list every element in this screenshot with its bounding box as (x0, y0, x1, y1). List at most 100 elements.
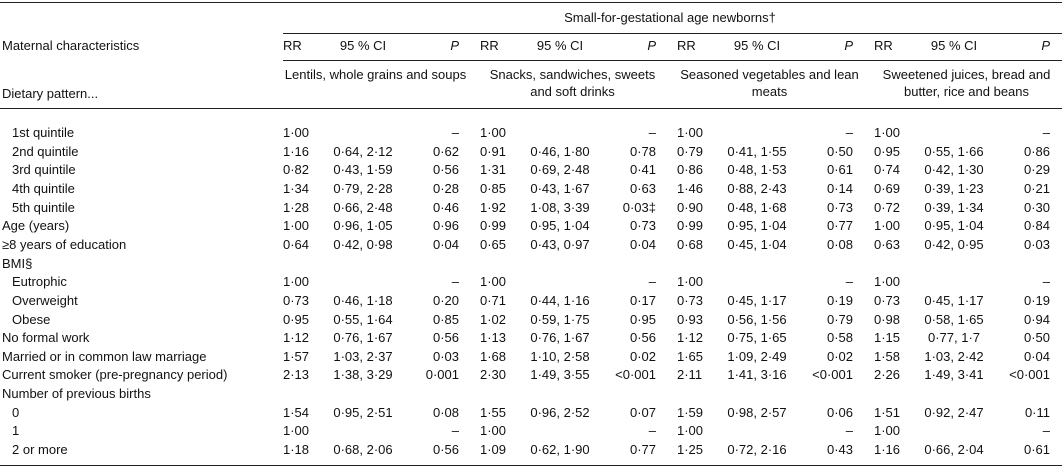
row-label: Number of previous births (2, 386, 151, 402)
cell: 0·42, 0·95 (924, 236, 984, 252)
sub-label: Dietary pattern... (2, 86, 99, 101)
row-label: Obese (12, 311, 51, 327)
cell: – (845, 125, 853, 140)
cell: 1·12 (677, 330, 704, 346)
cell: 0·92, 2·47 (924, 404, 984, 420)
cell: 0·11 (1024, 404, 1050, 420)
pattern-name: Lentils, whole grains and soups (284, 67, 467, 82)
cell: 0·61 (826, 162, 853, 178)
cell: 0·44, 1·16 (530, 292, 590, 308)
cell: 1·58 (874, 348, 901, 364)
cell: 0·64 (283, 236, 310, 252)
pattern-name: Snacks, sandwiches, sweets and soft drin… (489, 67, 656, 99)
cell: 1·16 (283, 143, 310, 159)
cell: 0·45, 1·17 (727, 292, 787, 308)
cell: 1·00 (677, 423, 704, 439)
cell: 1·16 (874, 442, 901, 458)
row-label: Married or in common law marriage (2, 348, 207, 364)
rule (0, 2, 1062, 3)
cell: 0·43, 1·59 (333, 162, 393, 178)
cell: 0·66, 2·04 (924, 442, 984, 458)
row-label: 2nd quintile (12, 143, 79, 159)
column-header: P (647, 38, 656, 53)
row-label: Age (years) (2, 218, 70, 234)
cell: – (1042, 423, 1050, 439)
cell: 1·10, 2·58 (530, 348, 590, 364)
row-label: No formal work (2, 330, 90, 346)
cell: 0·86 (677, 162, 704, 178)
cell: 0·19 (826, 292, 853, 308)
cell: 1·59 (677, 404, 704, 420)
column-header: 95 % CI (930, 38, 978, 53)
cell: 0·69 (874, 180, 901, 196)
cell: <0·001 (812, 367, 853, 383)
cell: 0·66, 2·48 (333, 199, 393, 215)
cell: 1·55 (480, 404, 507, 420)
row-label: BMI§ (2, 255, 33, 271)
cell: 1·00 (874, 274, 901, 290)
cell: 0·91 (480, 143, 507, 159)
cell: 0·77 (629, 442, 656, 458)
cell: 0·48, 1·68 (727, 199, 787, 215)
cell: 0·63 (874, 236, 901, 252)
cell: 0·99 (677, 218, 704, 234)
row-label: 1st quintile (12, 125, 75, 140)
cell: 0·42, 0·98 (333, 236, 393, 252)
cell: 0·79 (677, 143, 704, 159)
rule (283, 33, 1062, 34)
cell: 1·41, 3·16 (727, 367, 787, 383)
row-label: 2 or more (12, 442, 68, 458)
rule (283, 60, 1062, 61)
cell: 0·48, 1·53 (727, 162, 787, 178)
cell: 1·38, 3·29 (333, 367, 393, 383)
row-label: 3rd quintile (12, 162, 76, 178)
column-header: 95 % CI (339, 38, 387, 53)
cell: 0·79, 2·28 (333, 180, 393, 196)
cell: 0·61 (1023, 442, 1050, 458)
cell: 1·00 (283, 274, 310, 290)
cell: 0·98 (874, 311, 901, 327)
cell: 2·26 (874, 367, 901, 383)
cell: 1·51 (874, 404, 901, 420)
cell: 1·00 (480, 125, 507, 140)
cell: 0·08 (432, 404, 459, 420)
column-header: RR (874, 38, 893, 53)
cell: 1·57 (283, 348, 310, 364)
cell: 2·30 (480, 367, 507, 383)
cell: 0·45, 1·04 (727, 236, 787, 252)
cell: 0·71 (480, 292, 507, 308)
cell: 1·00 (874, 218, 901, 234)
cell: 1·49, 3·55 (530, 367, 590, 383)
cell: 0·93 (677, 311, 704, 327)
column-header: RR (480, 38, 499, 53)
cell: 1·12 (283, 330, 310, 346)
row-label: 0 (12, 404, 20, 420)
cell: 0·21 (1023, 180, 1050, 196)
cell: 1·03, 2·37 (333, 348, 393, 364)
cell: 0·41, 1·55 (727, 143, 787, 159)
cell: 1·25 (677, 442, 704, 458)
cell: 0·96 (432, 218, 459, 234)
cell: 0·68, 2·06 (333, 442, 393, 458)
cell: 0·55, 1·64 (333, 311, 393, 327)
cell: 0·74 (874, 162, 901, 178)
cell: 1·54 (283, 404, 310, 420)
cell: 1·02 (480, 311, 507, 327)
cell: 1·00 (874, 423, 901, 439)
cell: 1·00 (480, 274, 507, 290)
cell: 0·59, 1·75 (530, 311, 590, 327)
cell: 1·28 (283, 199, 310, 215)
cell: 0·99 (480, 218, 507, 234)
cell: 1·15 (874, 330, 901, 346)
cell: 1·92 (480, 199, 507, 215)
cell: 0·63 (629, 180, 656, 196)
cell: 1·68 (480, 348, 507, 364)
cell: 1·49, 3·41 (924, 367, 984, 383)
cell: – (845, 274, 853, 290)
cell: 1·13 (480, 330, 507, 346)
cell: 0·96, 2·52 (530, 404, 590, 420)
column-header: 95 % CI (536, 38, 584, 53)
group-title: Small-for-gestational age newborns† (564, 10, 776, 25)
cell: 0·72, 2·16 (727, 442, 787, 458)
